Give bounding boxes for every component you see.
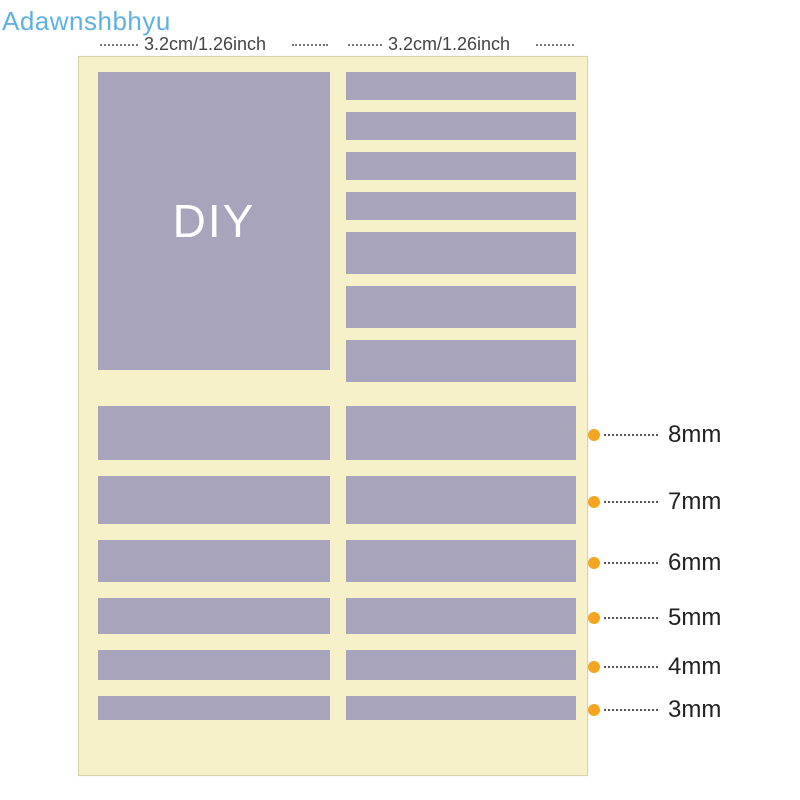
strip-right-row-5 — [346, 696, 576, 720]
callout-label: 7mm — [668, 488, 721, 516]
strip-right-top-1 — [346, 112, 576, 140]
strip-left-row-0 — [98, 406, 330, 460]
callout-dot-icon — [588, 496, 600, 508]
strip-left-row-2 — [98, 540, 330, 582]
callout-label: 8mm — [668, 421, 721, 449]
diagram-stage: 3.2cm/1.26inch 3.2cm/1.26inch 4.55cm/1.7… — [40, 20, 760, 790]
callout-leader — [604, 666, 658, 668]
strip-left-row-5 — [98, 696, 330, 720]
strip-right-row-1 — [346, 476, 576, 524]
diy-block: DIY — [98, 72, 330, 370]
strip-right-row-3 — [346, 598, 576, 634]
callout-dot-icon — [588, 557, 600, 569]
strip-left-row-4 — [98, 650, 330, 680]
callout-leader — [604, 709, 658, 711]
strip-right-top-0 — [346, 72, 576, 100]
callout-dot-icon — [588, 661, 600, 673]
strip-right-top-2 — [346, 152, 576, 180]
callout-label: 5mm — [668, 604, 721, 632]
size-callout-4mm: 4mm — [588, 653, 721, 681]
strip-right-row-0 — [346, 406, 576, 460]
size-callout-3mm: 3mm — [588, 696, 721, 724]
strip-right-top-6 — [346, 340, 576, 382]
callout-label: 6mm — [668, 549, 721, 577]
dim-top-left-dots-b — [292, 44, 328, 46]
callout-dot-icon — [588, 612, 600, 624]
callout-dot-icon — [588, 429, 600, 441]
watermark-text: Adawnshbhyu — [2, 6, 171, 37]
callout-leader — [604, 434, 658, 436]
callout-dot-icon — [588, 704, 600, 716]
dim-top-right-dots-b — [536, 44, 574, 46]
strip-left-row-1 — [98, 476, 330, 524]
callout-leader — [604, 562, 658, 564]
strip-right-top-4 — [346, 232, 576, 274]
size-callout-8mm: 8mm — [588, 421, 721, 449]
dim-top-right-label: 3.2cm/1.26inch — [388, 34, 510, 55]
dim-top-left-dots-a — [100, 44, 138, 46]
dim-top-right-dots-a — [348, 44, 382, 46]
size-callout-7mm: 7mm — [588, 488, 721, 516]
callout-leader — [604, 617, 658, 619]
strip-right-top-5 — [346, 286, 576, 328]
callout-leader — [604, 501, 658, 503]
callout-label: 4mm — [668, 653, 721, 681]
strip-right-top-3 — [346, 192, 576, 220]
size-callout-5mm: 5mm — [588, 604, 721, 632]
size-callout-6mm: 6mm — [588, 549, 721, 577]
strip-left-row-3 — [98, 598, 330, 634]
diy-label: DIY — [173, 194, 256, 248]
strip-right-row-4 — [346, 650, 576, 680]
dim-top-left-label: 3.2cm/1.26inch — [144, 34, 266, 55]
callout-label: 3mm — [668, 696, 721, 724]
strip-right-row-2 — [346, 540, 576, 582]
